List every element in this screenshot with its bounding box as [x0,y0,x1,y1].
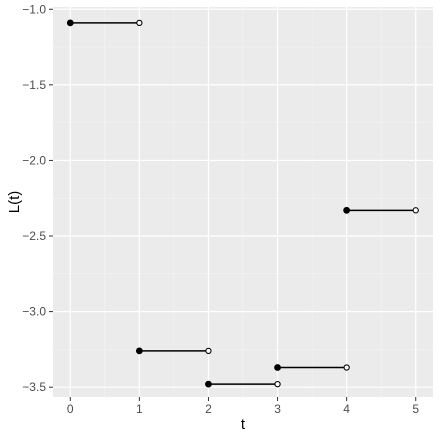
x-tick-label: 2 [205,402,212,416]
y-axis: −3.5 −3.0 −2.5 −2.0 −1.5 −1.0 [22,2,53,394]
x-tick-label: 5 [412,402,419,416]
closed-point [205,380,212,388]
x-tick-label: 3 [274,402,281,416]
closed-point [66,19,74,27]
y-axis-title: L(t) [6,191,23,214]
step-points [66,19,419,388]
open-point [343,364,350,371]
closed-point [274,364,281,371]
open-point [412,207,419,214]
closed-point [343,206,351,214]
open-point [205,347,212,355]
y-tick-label: −3.5 [22,380,46,394]
x-axis-title: t [241,416,246,433]
open-point [136,19,143,27]
x-axis: 0 1 2 3 4 5 [67,397,419,416]
x-tick-label: 0 [67,402,74,416]
x-tick-label: 4 [343,402,350,416]
closed-point [135,347,143,355]
y-tick-label: −2.5 [22,229,46,243]
y-tick-label: −3.0 [22,305,46,319]
y-tick-label: −2.0 [22,153,46,167]
x-tick-label: 1 [136,402,143,416]
y-tick-label: −1.5 [22,78,46,92]
step-segments [70,22,416,385]
grid-major [53,7,433,397]
grid-minor [53,7,433,397]
open-point [274,381,281,388]
y-tick-label: −1.0 [22,2,46,16]
